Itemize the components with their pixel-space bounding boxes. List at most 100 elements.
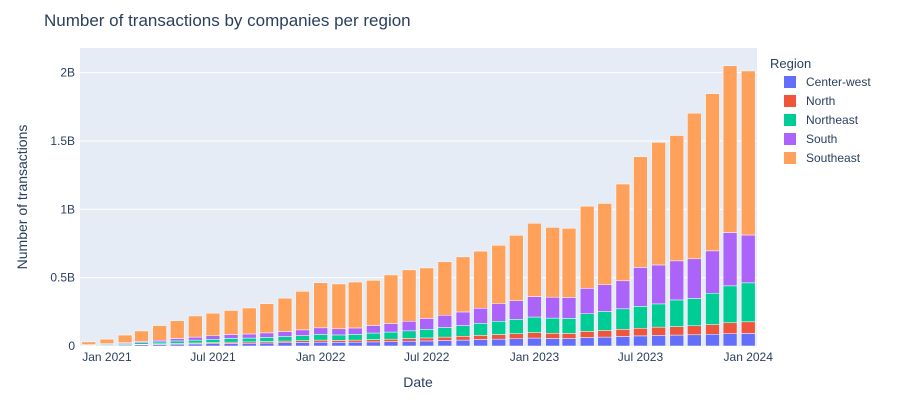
bar-south — [527, 296, 542, 318]
bar-south — [561, 297, 577, 319]
bar-center-west — [259, 342, 275, 347]
bar-southeast — [651, 142, 666, 266]
bar-southeast — [152, 325, 167, 341]
bar-northeast — [561, 318, 577, 334]
bar-southeast — [561, 228, 577, 298]
bar-northeast — [223, 338, 239, 343]
bar-north — [348, 339, 363, 343]
chart-title: Number of transactions by companies per … — [44, 11, 411, 30]
legend-label: Northeast — [806, 113, 859, 127]
bar-northeast — [313, 334, 328, 341]
bar-center-west — [527, 337, 542, 347]
bar-northeast — [579, 313, 595, 332]
bar-northeast — [419, 329, 434, 339]
bar-south — [205, 335, 221, 340]
bar-south — [170, 338, 185, 342]
bar-northeast — [205, 339, 221, 343]
bar-north — [437, 336, 453, 341]
bar-northeast — [331, 334, 347, 341]
bar-southeast — [597, 203, 612, 285]
bar-southeast — [473, 250, 488, 309]
y-tick-label: 1B — [60, 202, 75, 216]
bar-south — [579, 288, 595, 314]
bar-southeast — [205, 312, 221, 337]
bar-southeast — [383, 274, 399, 324]
bar-north — [527, 332, 542, 339]
y-tick-label: 2B — [60, 66, 75, 80]
x-tick-label: Jul 2023 — [618, 350, 664, 364]
bar-northeast — [366, 332, 381, 340]
bar-center-west — [491, 338, 506, 347]
x-tick-label: Jan 2022 — [296, 350, 346, 364]
bar-south — [242, 333, 257, 339]
bar-south — [491, 303, 506, 322]
bar-south — [419, 318, 434, 330]
x-tick-label: Jul 2022 — [404, 350, 450, 364]
bar-southeast — [545, 227, 560, 298]
bar-south — [705, 250, 720, 294]
bar-south — [473, 308, 488, 324]
x-tick-labels: Jan 2021 Jul 2021 Jan 2022 Jul 2022 Jan 2023… — [82, 350, 773, 364]
bar-north — [579, 331, 595, 338]
bar-northeast — [669, 299, 684, 327]
bar-north — [295, 340, 310, 343]
bar-center-west — [170, 343, 185, 347]
bar-northeast — [295, 335, 310, 341]
bar-north — [473, 335, 488, 340]
bar-center-west — [188, 343, 203, 347]
bar-south — [223, 334, 239, 339]
bar-center-west — [509, 338, 524, 347]
bar-center-west — [741, 333, 756, 347]
bar-center-west — [437, 340, 453, 347]
bar-northeast — [242, 337, 257, 343]
bar-southeast — [509, 235, 524, 301]
bar-north — [313, 339, 328, 343]
bar-northeast — [401, 330, 417, 339]
bar-center-west — [669, 334, 684, 347]
bar-southeast — [117, 334, 133, 343]
bar-north — [597, 330, 612, 338]
bar-southeast — [99, 338, 115, 344]
bar-center-west — [401, 340, 417, 347]
bar-center-west — [579, 337, 595, 347]
bar-northeast — [170, 340, 185, 344]
bar-northeast — [705, 292, 720, 325]
bar-south — [509, 300, 524, 320]
bar-center-west — [561, 338, 577, 347]
bar-northeast — [527, 316, 542, 333]
bar-south — [259, 332, 275, 338]
bar-center-west — [366, 341, 381, 347]
x-tick-label: Jan 2023 — [510, 350, 560, 364]
bar-south — [188, 336, 203, 341]
bar-northeast — [152, 341, 167, 345]
bar-center-west — [651, 335, 666, 347]
bar-southeast — [741, 70, 756, 236]
bar-northeast — [491, 321, 506, 335]
bar-southeast — [722, 65, 738, 233]
bar-south — [722, 232, 738, 287]
bar-north — [383, 338, 399, 342]
bar-southeast — [633, 156, 648, 268]
bar-southeast — [455, 256, 471, 313]
bar-northeast — [687, 298, 702, 327]
bar-center-west — [348, 341, 363, 347]
bar-center-west — [331, 342, 347, 347]
bar-northeast — [277, 336, 293, 342]
legend-swatch — [784, 95, 796, 107]
bar-center-west — [419, 340, 434, 347]
bar-south — [669, 260, 684, 301]
bar-south — [455, 311, 471, 326]
bar-north — [545, 333, 560, 339]
bar-south — [331, 328, 347, 336]
bar-northeast — [722, 285, 738, 324]
bar-north — [651, 326, 666, 336]
legend-label: Center-west — [806, 75, 871, 89]
bar-southeast — [687, 112, 702, 260]
bar-southeast — [277, 297, 293, 332]
bar-north — [455, 336, 471, 341]
bar-north — [491, 334, 506, 340]
bar-northeast — [455, 325, 471, 337]
bar-southeast — [81, 341, 96, 345]
bar-center-west — [295, 342, 310, 347]
bar-south — [277, 331, 293, 337]
